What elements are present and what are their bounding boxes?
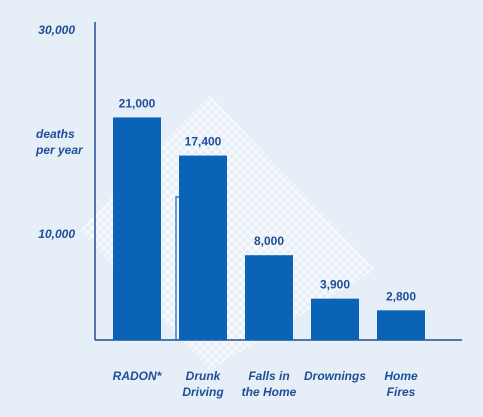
category-label: Falls in [248, 369, 289, 383]
bar [377, 310, 425, 340]
y-tick-label: 10,000 [38, 227, 75, 241]
category-label: Home [384, 369, 418, 383]
category-label: Drownings [304, 369, 366, 383]
category-label: Fires [387, 385, 416, 399]
bar [245, 255, 293, 340]
value-label: 3,900 [320, 278, 350, 292]
y-axis-label: deaths [36, 127, 75, 141]
bar-shadow-edge [175, 196, 179, 340]
category-label: the Home [242, 385, 297, 399]
value-label: 21,000 [119, 96, 156, 110]
y-axis-label: per year [35, 143, 84, 157]
bar [179, 155, 227, 340]
bar [311, 298, 359, 340]
value-label: 2,800 [386, 289, 416, 303]
bar [113, 117, 161, 341]
category-label: RADON* [113, 369, 163, 383]
category-label: Driving [182, 385, 224, 399]
value-label: 17,400 [185, 135, 222, 149]
category-label: Drunk [186, 369, 222, 383]
value-label: 8,000 [254, 234, 284, 248]
y-tick-label: 30,000 [38, 23, 75, 37]
